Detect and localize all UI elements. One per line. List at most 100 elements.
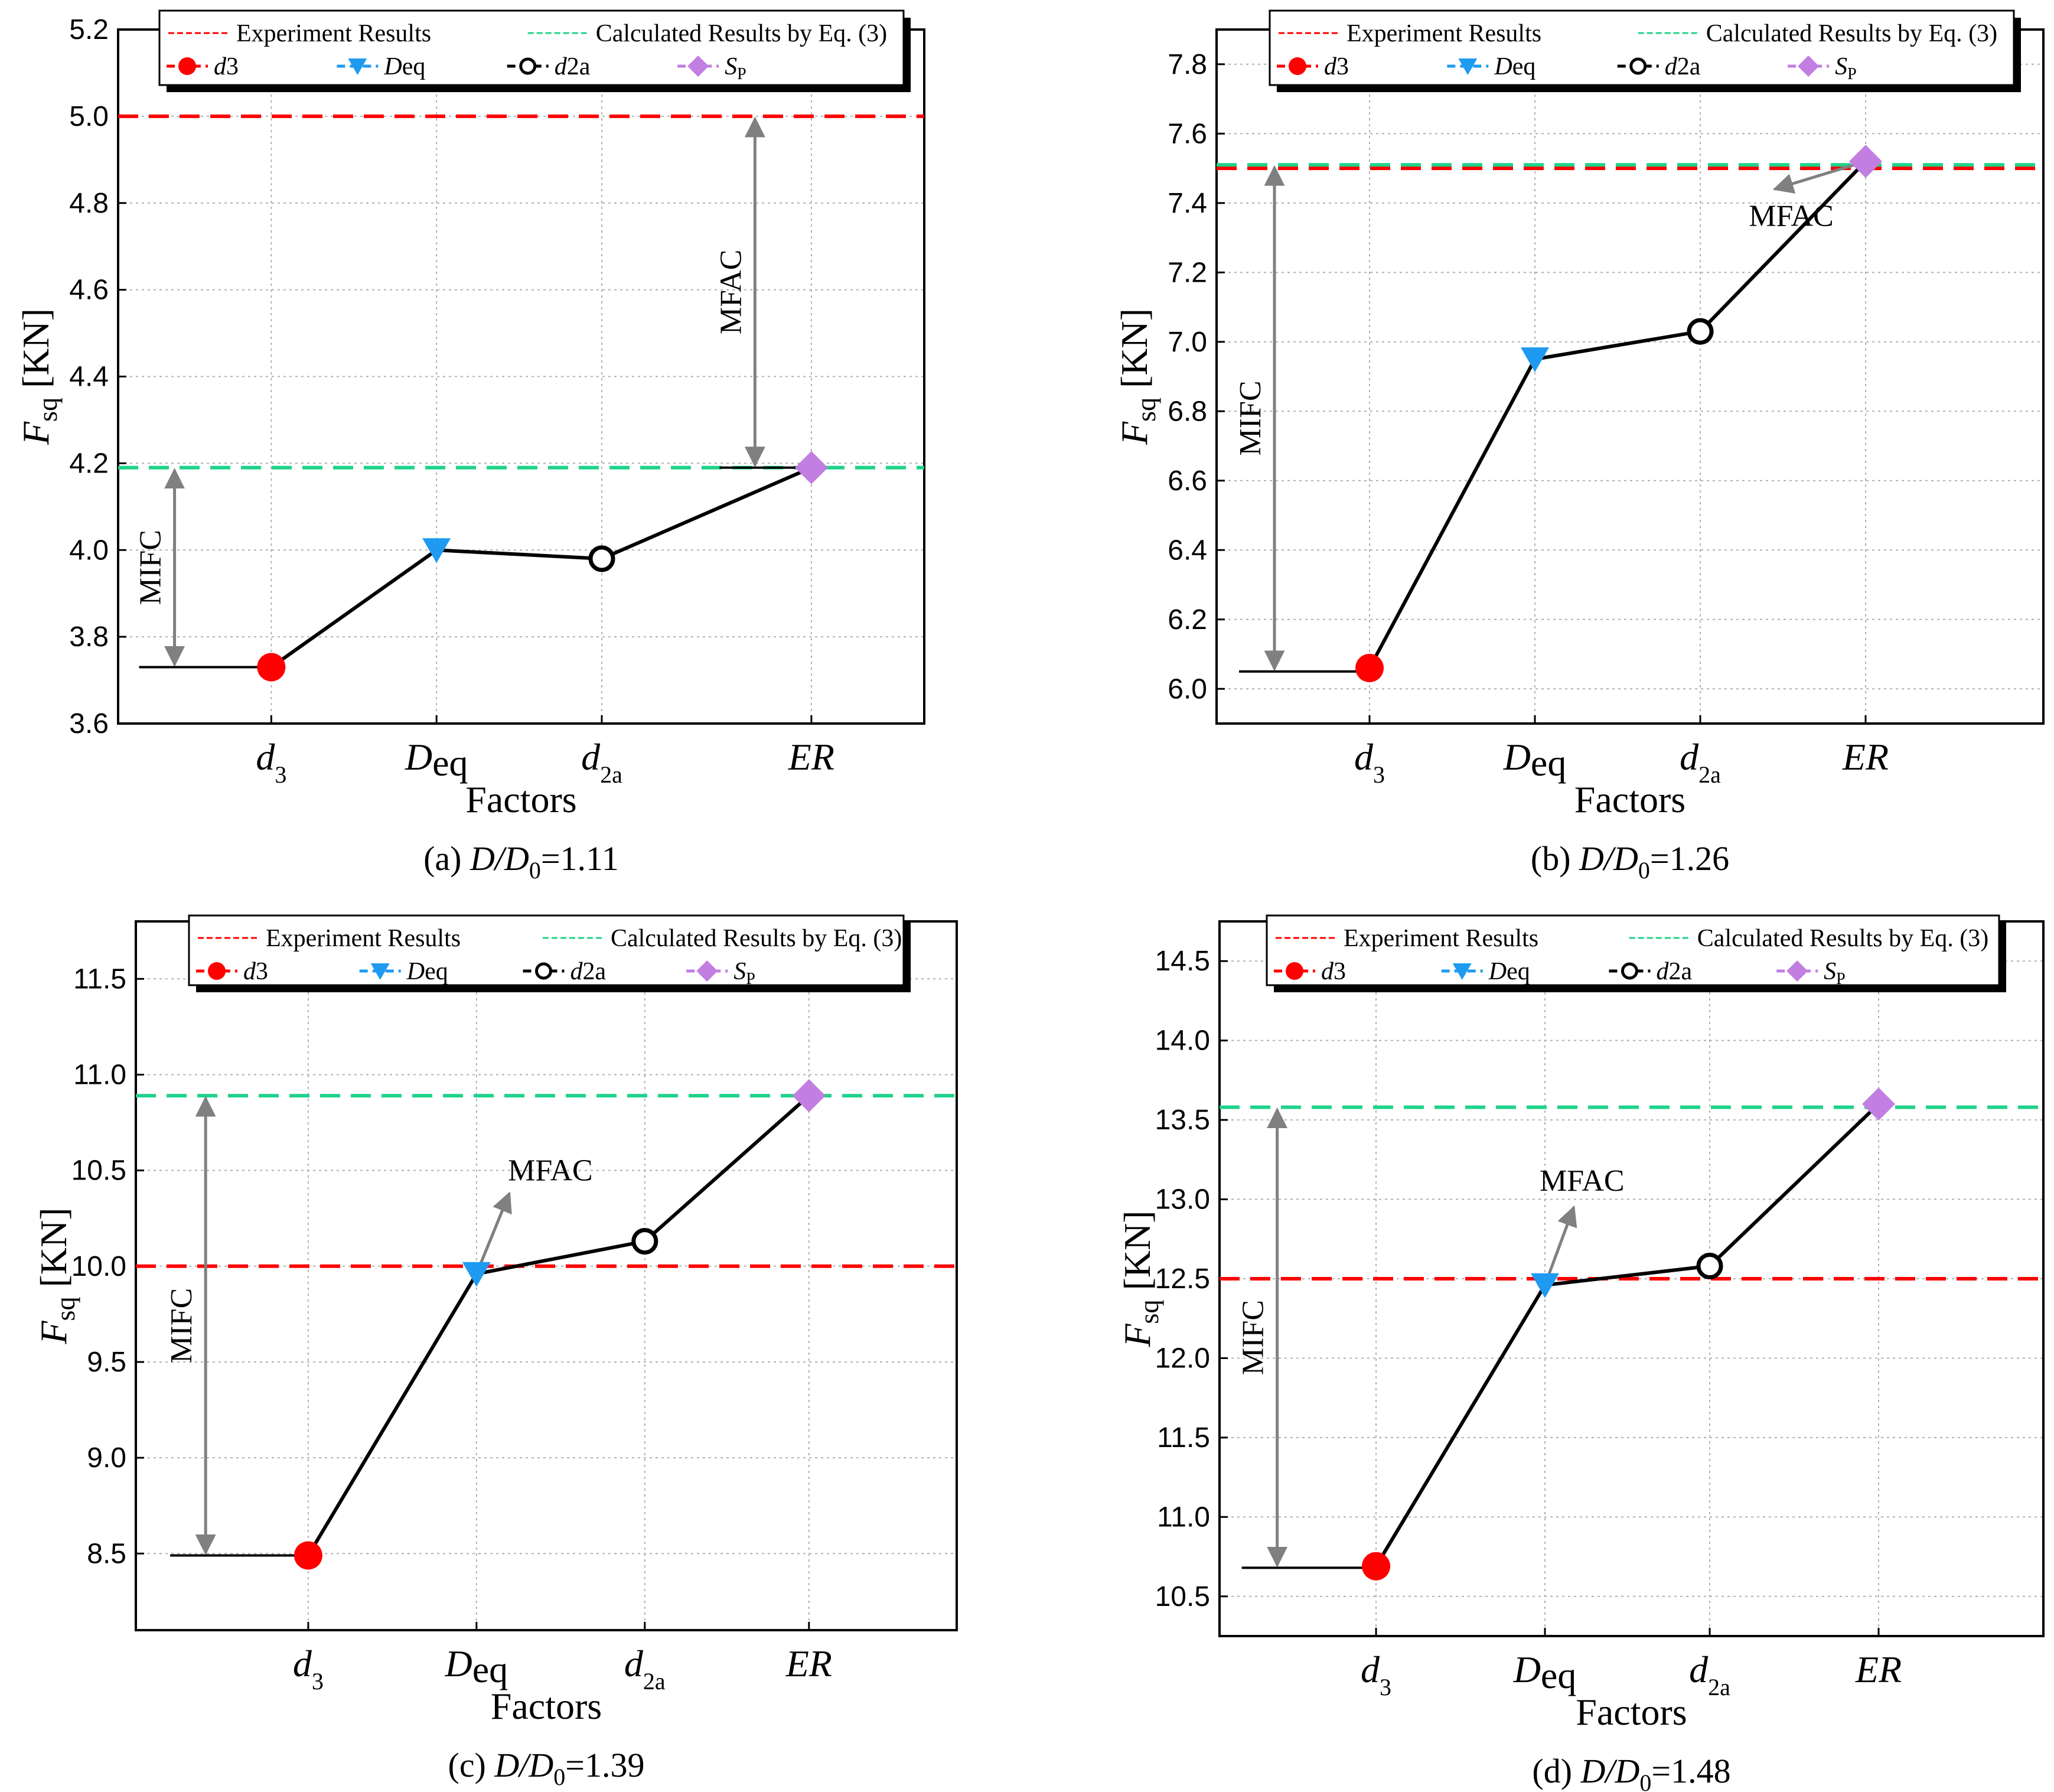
mfac-label: MFAC [1749,199,1834,233]
legend-d3-label: d3 [1324,53,1349,80]
x-tick-label-Deq: Deq [1503,736,1567,784]
y-axis-title: Fsq [KN] [32,1207,80,1344]
marker-sp [794,451,828,484]
x-axis-title: Factors [1574,778,1685,820]
legend-d3-marker [1289,57,1306,75]
legend-sp-label: SP [733,958,755,988]
marker-d3 [1355,654,1384,682]
marker-deq [1531,1273,1560,1298]
x-tick-label-ER: ER [1842,736,1889,778]
chart-panel-3: 10.5 11.0 11.5 12.0 12.5 13.0 13.5 14.0 14.5 d3 De… [1116,914,2045,1792]
x-tick-label-d3: d3 [293,1643,324,1695]
marker-d3 [294,1541,322,1570]
marker-d2a [631,1228,658,1255]
legend-deq-label: Deq [383,53,425,80]
marker-d2a [588,545,615,572]
mfac-arrow [1772,159,1866,194]
marker-deq [1521,347,1549,373]
legend-d2a-marker [1629,57,1647,75]
legend-experiment-label: Experiment Results [1344,925,1538,952]
legend-sp-label: SP [1835,53,1857,83]
y-tick-label: 9.0 [87,1442,126,1474]
legend-experiment-label: Experiment Results [266,925,461,952]
marker-d3 [1362,1552,1391,1581]
legend-calculated-label: Calculated Results by Eq. (3) [611,925,902,952]
y-axis-title: Fsq [KN] [15,308,63,445]
x-tick-label-d3: d3 [1354,736,1385,788]
legend-sp-label: SP [725,53,746,83]
y-tick-label: 12.5 [1155,1263,1210,1295]
y-tick-label: 10.0 [71,1251,126,1282]
x-axis-title: Factors [491,1685,602,1727]
marker-d2a [1687,318,1714,345]
y-axis-title: Fsq [KN] [1113,308,1161,445]
legend-d3-marker [208,962,226,980]
marker-d3 [257,653,286,682]
y-tick-label: 11.5 [1157,1422,1210,1454]
legend-sp-label: SP [1824,958,1846,988]
legend-d3-label: d3 [1321,958,1346,985]
x-tick-label-d3: d3 [1361,1648,1391,1700]
legend-deq-marker [1458,58,1478,75]
y-tick-label: 12.0 [1155,1343,1210,1374]
marker-deq [462,1262,491,1287]
gridlines [1217,30,2043,724]
y-tick-label: 4.8 [69,188,109,219]
legend-d3-label: d3 [243,958,268,985]
legend-experiment-label: Experiment Results [236,20,431,47]
y-tick-label: 14.5 [1155,946,1210,977]
gridlines [118,29,924,724]
mfac-arrow [475,1191,512,1275]
panel-caption: (b) D/D0=1.26 [1531,839,1729,884]
legend-d2a-marker [534,962,552,980]
mifc-label: MIFC [134,530,168,605]
x-axis-title: Factors [465,778,576,820]
legend-d3-marker [178,57,196,75]
y-tick-label: 9.5 [87,1347,126,1378]
series-line [1368,160,1867,669]
marker-sp [1862,1087,1895,1121]
x-tick-label-d2a: d2a [624,1643,666,1695]
x-tick-label-Deq: Deq [405,736,468,784]
legend-d2a-label: d2a [570,958,606,985]
gridlines [136,921,957,1630]
y-tick-label: 3.6 [69,708,109,739]
mifc-annotation: MIFC [1237,1107,1377,1569]
panel-caption: (a) D/D0=1.11 [423,839,619,884]
mfac-annotation: MFAC [1749,159,1866,233]
mifc-label: MIFC [1237,1300,1270,1375]
y-tick-label: 5.0 [69,101,109,132]
legend-deq-label: Deq [1494,53,1535,80]
mifc-annotation: MIFC [134,468,272,669]
legend-calculated-label: Calculated Results by Eq. (3) [596,20,887,47]
series-line [1374,1103,1880,1568]
legend-sp-marker [1786,960,1808,982]
y-tick-label: 6.2 [1168,604,1207,636]
legend-experiment-label: Experiment Results [1346,20,1541,47]
y-tick-label: 3.8 [69,621,109,653]
legend-d2a-marker [1621,962,1638,980]
y-tick-label: 6.0 [1168,673,1207,705]
legend-deq-marker [370,963,390,980]
legend: Experiment Results Calculated Results by … [1269,9,2021,92]
marker-deq [422,538,451,563]
y-axis-title: Fsq [KN] [1116,1210,1164,1347]
y-tick-label: 6.4 [1168,535,1207,566]
y-tick-label: 7.0 [1168,327,1207,358]
marker-sp [792,1079,826,1113]
x-tick-label-d2a: d2a [1689,1648,1730,1700]
y-tick-label: 8.5 [87,1538,126,1569]
mfac-annotation: MFAC [1540,1164,1625,1286]
x-tick-label-d2a: d2a [581,736,622,788]
x-tick-label-Deq: Deq [1513,1648,1577,1696]
y-tick-label: 6.8 [1168,396,1207,427]
legend-calculated-label: Calculated Results by Eq. (3) [1697,925,1988,952]
y-tick-label: 4.4 [69,361,109,393]
y-tick-label: 4.2 [69,448,109,479]
legend-d3-label: d3 [214,53,239,80]
panel-caption: (d) D/D0=1.48 [1532,1752,1730,1792]
mfac-label: MFAC [508,1154,593,1188]
panel-caption: (c) D/D0=1.39 [448,1746,645,1790]
chart-panel-0: 3.6 3.8 4.0 4.2 4.4 4.6 4.8 5.0 5.2 d3 Deq d2a ER Fac… [15,9,925,884]
y-tick-label: 6.6 [1168,465,1207,497]
